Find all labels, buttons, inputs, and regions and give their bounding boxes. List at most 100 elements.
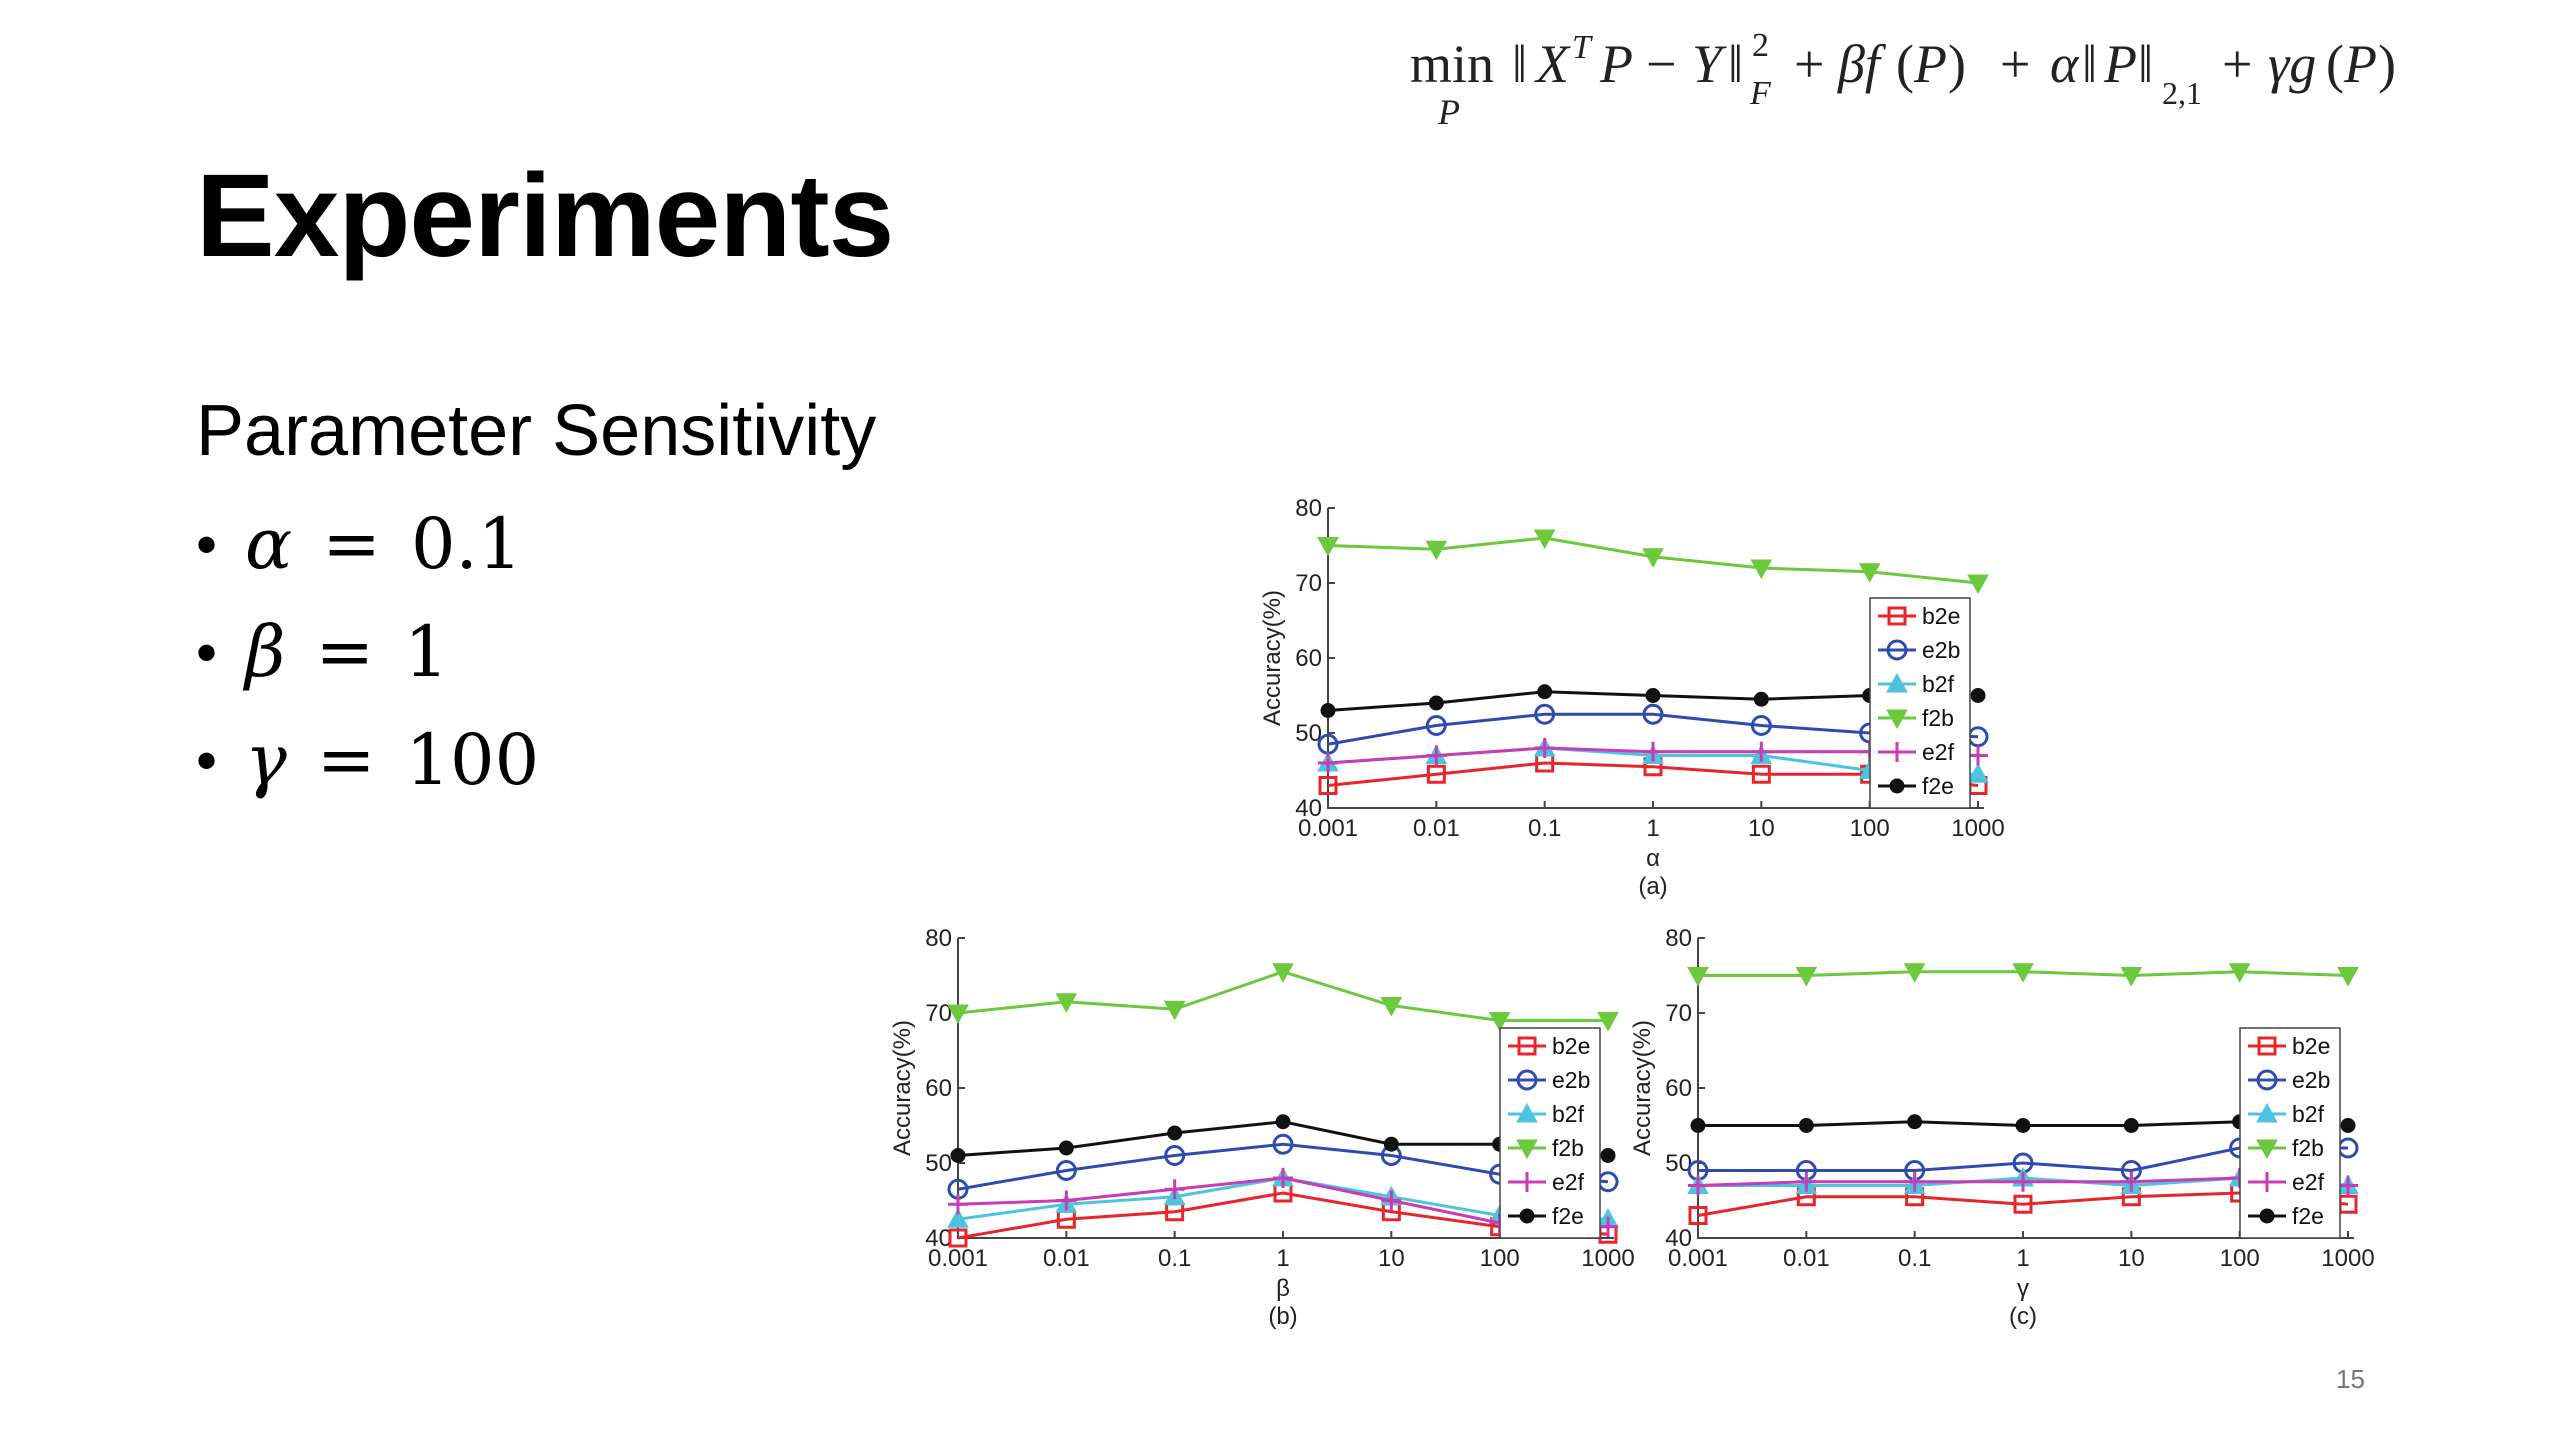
svg-text:Y: Y — [1692, 34, 1727, 94]
legend-label-e2b: e2b — [2292, 1067, 2330, 1093]
svg-text:): ) — [2378, 34, 2396, 94]
svg-text:(: ( — [2326, 34, 2344, 94]
data-point-b2e — [2013, 1194, 2033, 1214]
formula-body: ‖ X T P − Y ‖ 2 F + βf ( P ) + α ‖ P ‖ 2… — [1512, 27, 2396, 112]
data-point-e2f — [1598, 1216, 1618, 1237]
legend-label-f2b: f2b — [2292, 1135, 2324, 1161]
x-tick-label: 0.001 — [928, 1245, 988, 1272]
panel-label: (b) — [1268, 1303, 1297, 1330]
x-tick-label: 1000 — [1951, 815, 2004, 842]
data-point-f2b — [1425, 540, 1448, 561]
data-point-e2f — [1796, 1171, 1817, 1192]
data-point-f2b — [947, 1004, 969, 1025]
param-symbol: α — [245, 503, 293, 585]
data-point-b2f — [947, 1208, 969, 1228]
legend-marker-f2b — [2256, 1139, 2278, 1160]
data-point-f2b — [1055, 993, 1078, 1013]
chart-legend: b2e e2b b2f f2b e2f f2e — [1499, 1027, 1601, 1239]
data-point-e2f — [1688, 1175, 1708, 1196]
legend-label-b2f: b2f — [2292, 1101, 2325, 1127]
legend-marker-f2b — [1886, 709, 1908, 730]
series-f2b — [947, 963, 1619, 1032]
legend-label-e2f: e2f — [1922, 739, 1955, 765]
x-axis-label: β — [1276, 1275, 1290, 1302]
param-value: 100 — [405, 719, 540, 801]
x-tick-label: 10 — [1378, 1245, 1405, 1272]
data-point-f2b — [1533, 529, 1556, 550]
data-point-e2b — [1534, 703, 1556, 725]
data-point-f2b — [2228, 963, 2251, 983]
svg-text:P: P — [1913, 34, 1947, 94]
data-point-e2f — [2338, 1175, 2358, 1196]
legend-label-f2e: f2e — [1922, 773, 1954, 799]
data-point-f2e — [1970, 688, 1986, 703]
parameter-list: • α = 0.1 • β = 1 • γ = 100 — [196, 490, 539, 814]
data-point-f2e — [1753, 691, 1769, 707]
data-point-f2e — [1907, 1114, 1923, 1130]
y-tick-label: 60 — [1665, 1075, 1692, 1102]
x-tick-label: 0.1 — [1158, 1245, 1191, 1272]
legend-marker-e2b — [1516, 1069, 1538, 1091]
data-point-f2b — [1967, 574, 1989, 595]
data-point-f2b — [1272, 963, 1294, 983]
slide-title: Experiments — [196, 150, 894, 282]
x-tick-label: 10 — [2118, 1245, 2145, 1272]
param-gamma: • γ = 100 — [196, 706, 539, 814]
data-point-f2b — [1687, 967, 1709, 987]
objective-formula: min P ‖ X T P − Y ‖ 2 F + βf ( P ) + α ‖… — [1410, 20, 2550, 130]
legend-label-e2f: e2f — [2292, 1169, 2325, 1195]
data-point-f2e — [1690, 1118, 1706, 1133]
param-alpha: • α = 0.1 — [196, 490, 539, 598]
svg-text:‖: ‖ — [1728, 34, 1743, 94]
svg-text:P: P — [2103, 34, 2137, 94]
legend-label-b2e: b2e — [1552, 1033, 1590, 1059]
svg-text:‖: ‖ — [1512, 34, 1527, 94]
bullet-icon: • — [196, 618, 218, 686]
data-point-f2b — [1163, 1000, 1186, 1021]
y-tick-label: 70 — [1665, 1000, 1692, 1027]
svg-text:(: ( — [1896, 34, 1914, 94]
data-point-e2f — [2121, 1171, 2142, 1192]
x-tick-label: 1000 — [1581, 1245, 1634, 1272]
legend-label-f2b: f2b — [1922, 705, 1954, 731]
panel-label: (c) — [2009, 1303, 2037, 1330]
data-point-f2e — [1600, 1148, 1616, 1163]
data-point-e2f — [1056, 1190, 1077, 1211]
legend-box — [1869, 597, 1971, 809]
legend-marker-e2f — [1517, 1172, 1537, 1192]
bullet-icon: • — [196, 726, 218, 794]
legend-label-f2e: f2e — [2292, 1203, 2324, 1229]
chart-beta: 40 50 60 70 80 0.001 0.01 0.1 1 10 100 1000 Accuracy… — [870, 910, 1650, 1345]
chart-legend: b2e e2b b2f f2b e2f f2e — [2239, 1027, 2341, 1239]
data-point-f2b — [1380, 997, 1403, 1017]
chart-legend: b2e e2b b2f f2b e2f f2e — [1869, 597, 1971, 809]
param-value: 1 — [404, 611, 449, 693]
data-point-f2b — [1903, 963, 1926, 983]
y-tick-label: 70 — [925, 1000, 952, 1027]
x-axis-label: α — [1646, 845, 1660, 872]
legend-label-b2f: b2f — [1552, 1101, 1585, 1127]
series-f2b — [1317, 529, 1989, 595]
legend-label-e2b: e2b — [1552, 1067, 1590, 1093]
data-point-b2e — [1426, 764, 1446, 784]
param-beta: • β = 1 — [196, 598, 539, 706]
x-tick-label: 100 — [2220, 1245, 2260, 1272]
data-point-f2e — [1428, 695, 1444, 711]
panel-label: (a) — [1638, 873, 1667, 900]
formula-min: min — [1410, 34, 1494, 94]
page-number: 15 — [2336, 1364, 2365, 1394]
x-axis-label: γ — [2017, 1275, 2029, 1302]
y-tick-label: 80 — [1665, 925, 1692, 952]
svg-text:‖: ‖ — [2082, 34, 2097, 94]
legend-marker-e2b — [1886, 639, 1908, 661]
x-tick-label: 1000 — [2321, 1245, 2374, 1272]
data-point-f2e — [1320, 703, 1336, 718]
svg-text:2,1: 2,1 — [2162, 75, 2202, 111]
svg-text:P: P — [1599, 34, 1633, 94]
data-point-f2e — [1645, 688, 1661, 703]
x-tick-label: 0.1 — [1898, 1245, 1931, 1272]
data-point-f2b — [1597, 1012, 1619, 1032]
param-equals: = — [316, 719, 376, 801]
data-point-f2e — [2015, 1118, 2031, 1133]
data-point-e2f — [1318, 753, 1338, 773]
